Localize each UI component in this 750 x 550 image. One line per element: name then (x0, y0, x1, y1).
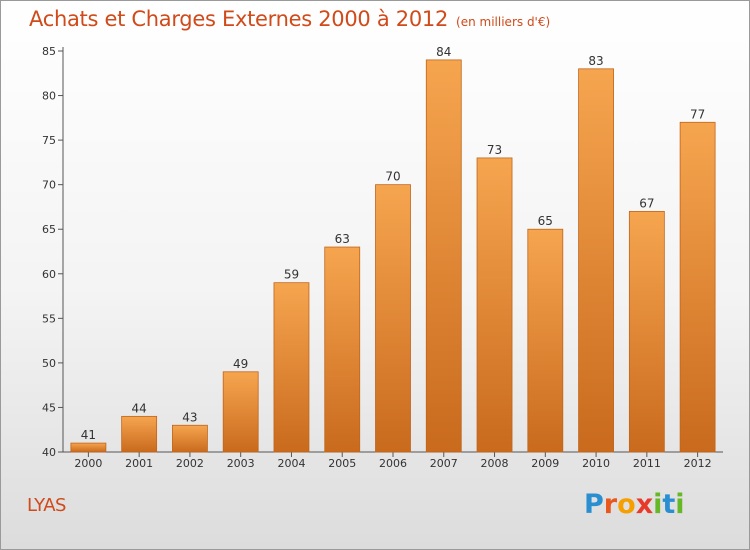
bar-2005 (324, 246, 361, 453)
x-tick-label: 2009 (531, 457, 559, 470)
value-label-2011: 67 (639, 196, 654, 210)
x-tick-label: 2002 (176, 457, 204, 470)
x-tick-label: 2006 (379, 457, 407, 470)
bar-2009 (527, 228, 564, 453)
bar-2001 (121, 415, 158, 453)
x-tick-label: 2001 (125, 457, 153, 470)
y-tick-label: 65 (42, 223, 56, 236)
value-label-2009: 65 (538, 214, 553, 228)
bar-2004 (273, 282, 310, 453)
value-label-2001: 44 (132, 401, 147, 415)
logo-letter: t (662, 489, 676, 520)
bar-2012 (679, 121, 716, 453)
bar-2007 (425, 59, 462, 453)
value-label-2012: 77 (690, 107, 705, 121)
y-tick-label: 60 (42, 268, 56, 281)
value-label-2007: 84 (436, 45, 451, 59)
y-tick-label: 75 (42, 134, 56, 147)
logo-letter: x (635, 489, 654, 520)
value-label-2002: 43 (182, 410, 197, 424)
value-label-2004: 59 (284, 268, 299, 282)
chart-bars (70, 59, 716, 453)
bar-2000 (70, 442, 107, 453)
bar-2006 (375, 184, 411, 453)
x-tick-label: 2010 (582, 457, 610, 470)
x-tick-label: 2003 (227, 457, 255, 470)
chart-subtitle: (en milliers d'€) (456, 15, 551, 29)
y-tick-label: 55 (42, 312, 56, 325)
bar-2008 (476, 157, 513, 453)
chart-labels: 2000 41 2001 44 2002 43 2003 49 2004 59 2005 63 2006… (74, 45, 711, 470)
x-tick-label: 2012 (684, 457, 712, 470)
y-tick-label: 85 (42, 45, 56, 58)
chart-title: Achats et Charges Externes 2000 à 2012 (e… (29, 7, 550, 31)
x-tick-label: 2000 (74, 457, 102, 470)
bar-2002 (172, 424, 208, 453)
logo-letter: i (653, 489, 663, 520)
x-tick-label: 2011 (633, 457, 661, 470)
value-label-2000: 41 (81, 428, 96, 442)
chart-title-text: Achats et Charges Externes 2000 à 2012 (29, 7, 449, 31)
x-tick-label: 2008 (481, 457, 509, 470)
value-label-2008: 73 (487, 143, 502, 157)
value-label-2005: 63 (335, 232, 350, 246)
y-tick-label: 80 (42, 90, 56, 103)
x-tick-label: 2005 (328, 457, 356, 470)
commune-name: LYAS (27, 495, 66, 516)
y-tick-label: 50 (42, 357, 56, 370)
logo-letter: i (675, 489, 685, 520)
value-label-2006: 70 (385, 170, 400, 184)
value-label-2010: 83 (588, 54, 603, 68)
y-tick-label: 70 (42, 179, 56, 192)
y-tick-label: 45 (42, 401, 56, 414)
bar-2011 (628, 210, 665, 453)
y-tick-label: 40 (42, 446, 56, 459)
x-tick-label: 2004 (277, 457, 305, 470)
value-label-2003: 49 (233, 357, 248, 371)
proxiti-logo: Proxiti (584, 489, 685, 520)
logo-letter: P (584, 489, 604, 520)
logo-letter: r (603, 489, 618, 520)
x-tick-label: 2007 (430, 457, 458, 470)
logo-letter: o (617, 489, 636, 520)
bar-2003 (222, 371, 259, 453)
bar-2010 (578, 68, 614, 453)
